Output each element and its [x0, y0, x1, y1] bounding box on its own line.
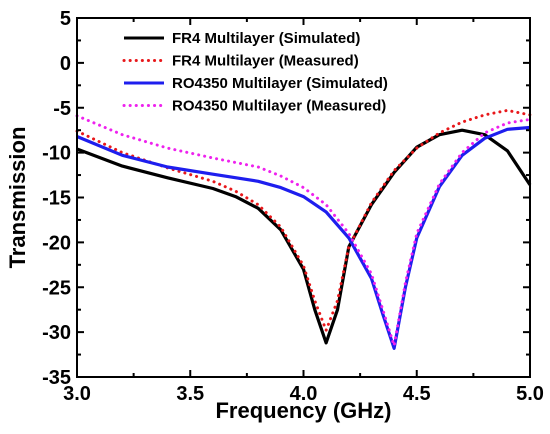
- y-tick-label: -20: [42, 232, 71, 254]
- y-tick-label: -15: [42, 188, 71, 210]
- x-tick-label: 3.0: [63, 383, 91, 405]
- y-tick-label: -30: [42, 322, 71, 344]
- series-layer: [75, 108, 532, 350]
- y-tick-label: -5: [53, 98, 71, 120]
- x-tick-label: 4.5: [403, 383, 431, 405]
- legend-label-1: FR4 Multilayer (Simulated): [172, 30, 360, 47]
- series-line-2: [75, 108, 532, 332]
- x-tick-label: 3.5: [176, 383, 204, 405]
- y-tick-label: -25: [42, 277, 71, 299]
- legend: FR4 Multilayer (Simulated) FR4 Multilayer…: [122, 30, 388, 115]
- y-tick-label: 0: [60, 53, 71, 75]
- series-line-1: [76, 128, 532, 345]
- y-tick-label: -35: [42, 367, 71, 389]
- y-axis-title: Transmission: [5, 127, 30, 269]
- legend-label-2: FR4 Multilayer (Measured): [172, 53, 359, 70]
- x-tick-label: 4.0: [290, 383, 318, 405]
- x-axis-title: Frequency (GHz): [215, 398, 391, 423]
- x-tick-label: 5.0: [516, 383, 544, 405]
- legend-label-3: RO4350 Multilayer (Simulated): [172, 75, 388, 92]
- y-tick-label: -10: [42, 143, 71, 165]
- ticks-layer: 3.0 3.5 4.0 4.5 5.0 5 0 -5 -10 -15 -20 -25 -30 -35: [42, 8, 544, 405]
- y-tick-label: 5: [60, 8, 71, 30]
- legend-label-4: RO4350 Multilayer (Measured): [172, 98, 386, 115]
